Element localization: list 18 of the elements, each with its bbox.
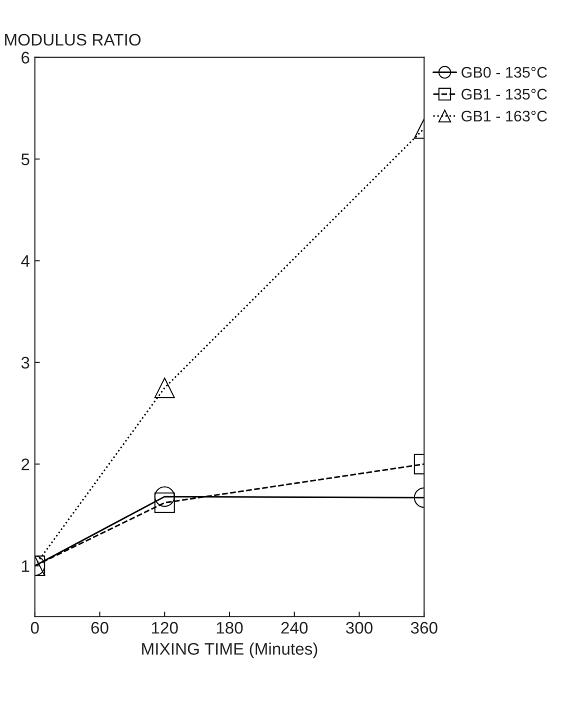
y-tick-label: 5 [21,154,30,166]
x-tick-label: 0 [30,622,39,634]
legend-label: GB1 - 135°C [462,88,547,100]
y-axis-title: MODULUS RATIO [5,34,141,46]
x-tick-label: 300 [346,622,373,634]
y-tick-label: 4 [21,255,30,267]
x-tick-label: 360 [410,622,438,634]
x-tick-label: 120 [152,622,178,634]
legend-label: GB0 - 135°C [462,66,547,78]
y-tick-label: 2 [22,458,30,470]
legend-label: GB1 - 163°C [462,110,547,122]
x-tick-label: 180 [216,622,243,634]
y-tick-label: 6 [22,52,30,64]
x-axis-title: MIXING TIME (Minutes) [142,642,318,658]
x-tick-label: 240 [281,622,308,634]
y-tick-label: 1 [22,560,30,572]
x-tick-label: 60 [91,622,108,634]
y-tick-label: 3 [21,356,30,369]
